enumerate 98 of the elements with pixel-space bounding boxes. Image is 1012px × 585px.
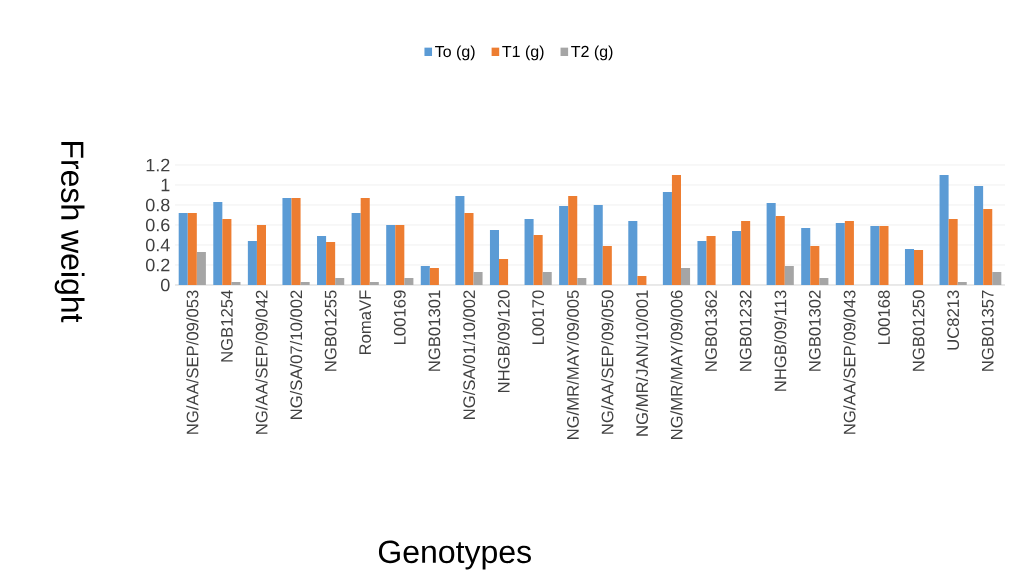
bar xyxy=(577,278,587,285)
bar xyxy=(300,282,310,285)
bar xyxy=(844,221,854,285)
x-tick-label: NG/MR/JAN/10/001 xyxy=(635,290,649,436)
x-tick-label: NGB01232 xyxy=(739,290,752,371)
bar xyxy=(671,175,681,285)
bar xyxy=(870,226,880,285)
bar xyxy=(231,282,241,285)
bar xyxy=(879,226,889,285)
bar xyxy=(904,249,915,285)
legend-label: T2 (g) xyxy=(571,45,613,61)
bar xyxy=(983,209,993,285)
bar xyxy=(766,203,776,285)
bar xyxy=(697,241,707,285)
bar xyxy=(706,236,716,285)
bar xyxy=(196,252,206,285)
bar xyxy=(360,198,370,285)
bar xyxy=(317,236,327,285)
x-tick-label: NG/AA/SEP/09/050 xyxy=(601,290,614,434)
bar xyxy=(395,225,405,285)
bar xyxy=(291,198,301,285)
x-tick-label: NGB1254 xyxy=(220,290,233,362)
bar xyxy=(974,186,984,285)
bar xyxy=(835,223,845,285)
bar xyxy=(524,219,534,285)
bar xyxy=(429,268,439,285)
bar xyxy=(369,282,379,285)
bar xyxy=(948,219,958,285)
y-axis-title: Fresh weight xyxy=(54,142,85,323)
bar xyxy=(247,241,257,285)
x-tick-label: NGB01362 xyxy=(705,290,717,371)
x-tick-label: NGB01301 xyxy=(428,290,441,371)
x-tick-label: NGB01302 xyxy=(808,290,821,371)
x-tick-label: L00168 xyxy=(878,290,890,344)
bar xyxy=(732,231,742,285)
y-tick-label: 1.2 xyxy=(146,158,170,172)
y-tick-label: 0.6 xyxy=(145,218,170,232)
bar xyxy=(628,221,638,285)
x-tick-label: NG/MR/MAY/09/006 xyxy=(670,290,683,440)
x-tick-label: NGB01255 xyxy=(324,290,337,371)
bar xyxy=(542,272,552,285)
y-tick-label: 0 xyxy=(160,278,170,292)
bar xyxy=(559,206,569,285)
legend-label: T1 (g) xyxy=(502,45,544,61)
x-tick-label: NG/AA/SEP/09/042 xyxy=(255,290,268,434)
bar xyxy=(222,219,232,285)
x-tick-label: NG/AA/SEP/09/043 xyxy=(843,290,856,434)
x-tick-label: NG/SA/07/10/002 xyxy=(289,290,303,419)
bar xyxy=(455,196,465,285)
x-tick-label: L00170 xyxy=(532,290,545,344)
bar xyxy=(464,213,474,285)
bar xyxy=(187,213,197,285)
x-tick-label: NGB01357 xyxy=(981,290,994,371)
x-axis-title: Genotypes xyxy=(378,540,531,570)
x-tick-label: NHGB/09/120 xyxy=(497,290,510,393)
bar xyxy=(775,216,785,285)
bar xyxy=(326,242,336,285)
bar xyxy=(404,278,414,285)
bar xyxy=(335,278,345,285)
x-tick-label: NHGB/09/113 xyxy=(774,290,787,391)
bar xyxy=(351,213,361,285)
x-tick-label: NGB01250 xyxy=(912,290,925,371)
legend-label: To (g) xyxy=(435,45,475,61)
bar xyxy=(810,246,820,285)
bar xyxy=(568,196,578,285)
bar xyxy=(957,282,967,285)
bar xyxy=(256,225,266,285)
bar xyxy=(282,198,292,285)
bar xyxy=(420,266,430,285)
y-tick-label: 1 xyxy=(161,178,170,192)
x-tick-label: L00169 xyxy=(393,290,406,344)
bar xyxy=(801,228,811,285)
bar xyxy=(681,268,691,285)
bar xyxy=(914,250,924,285)
bar xyxy=(602,246,612,285)
bar xyxy=(213,202,223,285)
bar xyxy=(939,175,949,285)
bar xyxy=(386,225,396,285)
bar xyxy=(992,272,1002,285)
y-tick-label: 0.4 xyxy=(145,238,170,252)
x-tick-label: NG/AA/SEP/09/053 xyxy=(186,290,199,434)
bar xyxy=(662,192,672,285)
x-tick-label: RomaVF xyxy=(359,290,372,355)
bar xyxy=(499,259,509,285)
bar xyxy=(489,230,500,285)
y-tick-label: 0.8 xyxy=(145,198,170,212)
bar xyxy=(593,205,603,285)
x-tick-label: NG/SA/01/10/002 xyxy=(462,290,476,419)
bar xyxy=(178,213,188,285)
y-tick-label: 0.2 xyxy=(145,258,170,272)
bar xyxy=(819,278,829,285)
bar xyxy=(473,272,483,285)
x-tick-label: NG/MR/MAY/09/005 xyxy=(566,290,579,440)
bar xyxy=(741,221,751,285)
bar xyxy=(637,276,647,285)
bar xyxy=(533,235,543,285)
x-tick-label: UC8213 xyxy=(947,290,960,350)
bar xyxy=(784,266,794,285)
